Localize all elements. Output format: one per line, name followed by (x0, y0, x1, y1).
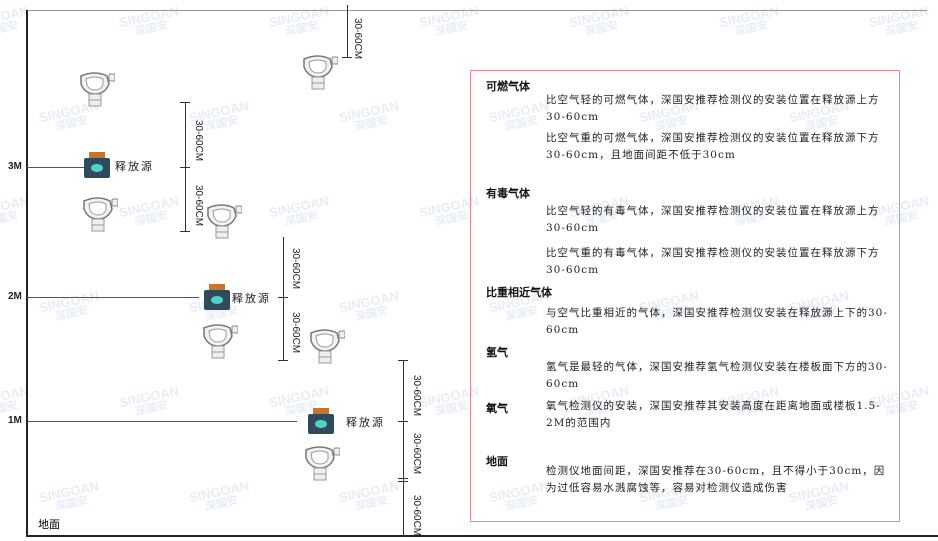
dimension-tick (278, 297, 288, 298)
dimension-tick (180, 167, 190, 168)
release-source-label: 释放源 (232, 292, 271, 305)
section-title: 有毒气体 (486, 187, 530, 200)
dimension-label: 30-60CM (352, 18, 363, 60)
level-1m-line (27, 421, 297, 422)
gas-detector-icon (310, 329, 345, 364)
section-text: 与空气比重相近的气体，深国安推荐检测仪安装在释放源上下的30-60cm (546, 307, 888, 336)
section-title: 地面 (486, 455, 508, 468)
dimension-label: 30-60CM (411, 495, 422, 537)
section-text: 比空气轻的可燃气体，深国安推荐检测仪的安装位置在释放源上方30-60cm (546, 94, 880, 123)
section-title: 比重相近气体 (486, 286, 552, 299)
installation-guide-box: 可燃气体 比空气轻的可燃气体，深国安推荐检测仪的安装位置在释放源上方30-60c… (470, 70, 900, 522)
section-text: 氧气检测仪的安装，深国安推荐其安装高度在距离地面或楼板1.5-2M的范围内 (546, 400, 881, 429)
section-title: 氧气 (486, 402, 508, 415)
section-text: 比空气重的有毒气体，深国安推荐检测仪的安装位置在释放源下方30-60cm (546, 247, 880, 276)
release-source-icon (308, 408, 334, 434)
section-text: 氢气是最轻的气体，深国安推荐氢气检测仪安装在楼板面下方的30-60cm (546, 361, 888, 390)
dimension-label: 30-60CM (411, 375, 422, 417)
gas-detector-icon (303, 55, 338, 90)
dimension-tick (398, 478, 408, 479)
level-2m-line (27, 297, 199, 298)
release-source-icon (204, 284, 230, 310)
section-title: 氢气 (486, 346, 508, 359)
gas-detector-icon (80, 72, 115, 107)
dimension-tick (180, 102, 190, 103)
section-text: 比空气轻的有毒气体，深国安推荐检测仪的安装位置在释放源上方30-60cm (546, 205, 880, 234)
dimension-tick (398, 421, 408, 422)
level-3m-line (27, 167, 85, 168)
dimension-tick (398, 360, 408, 361)
dimension-label: 30-60CM (193, 185, 204, 227)
gas-detector-icon (203, 324, 238, 359)
gas-detector-icon (207, 204, 242, 239)
dimension-line (403, 360, 404, 537)
gas-detector-icon (305, 446, 340, 481)
ceiling-line (27, 10, 927, 11)
wall-line (26, 10, 28, 537)
dimension-tick (342, 57, 352, 58)
release-source-label: 释放源 (115, 160, 154, 173)
floor-line (26, 535, 938, 537)
dimension-label: 30-60CM (193, 120, 204, 162)
dimension-tick (180, 231, 190, 232)
section-text: 比空气重的可燃气体，深国安推荐检测仪的安装位置在释放源下方30-60cm，且地面… (546, 132, 880, 161)
floor-label: 地面 (38, 518, 60, 531)
level-3m: 3M (8, 161, 22, 172)
level-2m: 2M (8, 291, 22, 302)
release-source-label: 释放源 (346, 416, 385, 429)
dimension-tick (398, 481, 408, 482)
dimension-label: 30-60CM (290, 312, 301, 354)
dimension-tick (278, 360, 288, 361)
section-text: 检测仪地面间距，深国安推荐在30-60cm，且不得小于30cm，因为过低容易水溅… (546, 465, 886, 494)
dimension-line (283, 237, 284, 361)
dimension-line (347, 5, 348, 58)
release-source-icon (84, 152, 110, 178)
section-title: 可燃气体 (486, 80, 530, 93)
gas-detector-icon (83, 197, 118, 232)
level-1m: 1M (8, 415, 22, 426)
dimension-label: 30-60CM (411, 433, 422, 475)
dimension-label: 30-60CM (290, 248, 301, 290)
